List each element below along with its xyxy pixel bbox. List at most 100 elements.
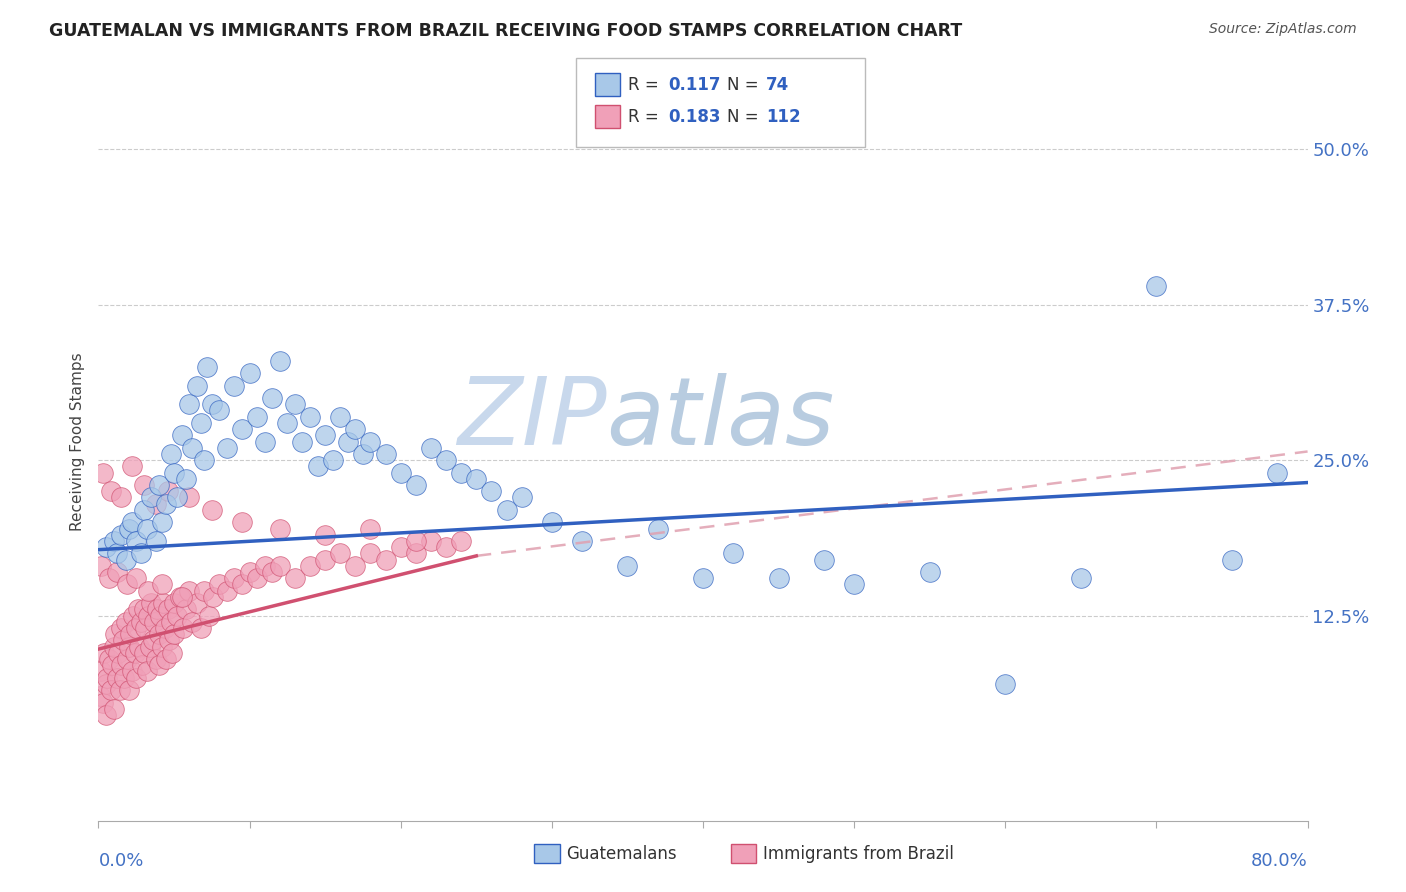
Point (450, 466, 472, 480)
Point (128, 640, 150, 654)
Point (120, 627, 142, 641)
Point (160, 615, 183, 629)
Point (224, 378, 246, 392)
Point (135, 665, 157, 679)
Point (94, 708, 117, 723)
Point (172, 621, 194, 635)
Point (125, 571, 148, 585)
Point (284, 397, 307, 411)
Point (105, 671, 128, 685)
Point (132, 646, 155, 660)
Point (111, 633, 134, 648)
Point (231, 422, 253, 436)
Point (201, 503, 224, 517)
Point (616, 558, 638, 573)
Point (159, 633, 181, 648)
Text: 0.117: 0.117 (668, 76, 720, 94)
Point (150, 640, 173, 654)
Point (98, 652, 121, 666)
Point (114, 615, 136, 629)
Point (100, 484, 122, 499)
Point (314, 428, 336, 442)
Point (174, 602, 197, 616)
Point (134, 621, 156, 635)
Point (1267, 466, 1289, 480)
Point (91, 466, 114, 480)
Point (434, 453, 457, 467)
Point (262, 391, 284, 405)
Point (170, 590, 193, 604)
Point (148, 478, 170, 492)
Point (844, 577, 866, 591)
Point (224, 571, 246, 585)
Point (174, 472, 197, 486)
Point (190, 621, 212, 635)
Point (105, 546, 128, 560)
Point (122, 608, 145, 623)
Point (163, 596, 186, 610)
Point (108, 683, 131, 698)
Point (291, 434, 314, 449)
Point (110, 621, 132, 635)
Point (994, 677, 1017, 691)
Point (136, 583, 159, 598)
Point (145, 497, 167, 511)
Point (465, 472, 488, 486)
Point (215, 583, 238, 598)
Point (166, 608, 188, 623)
Point (127, 602, 149, 616)
Point (186, 378, 208, 392)
Point (692, 571, 714, 585)
Point (156, 602, 179, 616)
Point (163, 627, 186, 641)
Point (114, 552, 136, 566)
Y-axis label: Receiving Food Stamps: Receiving Food Stamps (69, 352, 84, 531)
Point (208, 403, 231, 417)
Point (239, 366, 262, 380)
Point (98, 571, 121, 585)
Point (145, 533, 167, 548)
Point (179, 583, 201, 598)
Text: Immigrants from Brazil: Immigrants from Brazil (763, 845, 955, 863)
Point (434, 540, 457, 554)
Point (1220, 552, 1243, 566)
Point (110, 658, 132, 673)
Point (89, 690, 111, 704)
Point (246, 409, 269, 424)
Text: 74: 74 (766, 76, 790, 94)
Text: R =: R = (628, 76, 665, 94)
Point (143, 615, 166, 629)
Point (94, 540, 117, 554)
Point (420, 441, 443, 455)
Point (149, 608, 172, 623)
Point (152, 596, 174, 610)
Text: N =: N = (727, 76, 763, 94)
Point (186, 596, 208, 610)
Point (269, 522, 291, 536)
Point (322, 453, 344, 467)
Text: Source: ZipAtlas.com: Source: ZipAtlas.com (1209, 22, 1357, 37)
Point (141, 491, 163, 505)
Point (1070, 571, 1092, 585)
Point (100, 683, 122, 698)
Point (918, 565, 941, 579)
Point (129, 615, 152, 629)
Point (136, 608, 159, 623)
Point (246, 571, 269, 585)
Point (121, 665, 143, 679)
Point (148, 658, 170, 673)
Point (118, 683, 141, 698)
Point (142, 633, 165, 648)
Point (197, 608, 219, 623)
Point (139, 640, 162, 654)
Point (195, 359, 218, 374)
Point (90, 665, 112, 679)
Point (107, 646, 129, 660)
Point (329, 546, 352, 560)
Point (96, 671, 118, 685)
Point (389, 466, 412, 480)
Point (510, 491, 533, 505)
Point (110, 491, 132, 505)
Point (813, 552, 835, 566)
Point (91, 696, 114, 710)
